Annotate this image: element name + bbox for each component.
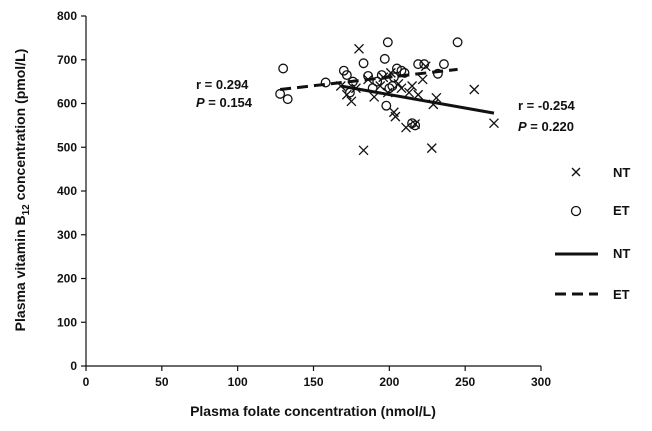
y-axis-ticks: 0 100 200 300 400 500 600 700 800 [57,9,86,373]
point-et-circle [347,76,358,87]
y-tick-label: 600 [57,97,77,111]
point-et-circle [275,88,286,99]
point-et-circle [407,118,418,129]
y-axis-title: Plasma vitamin B12 concentration (pmol/L… [12,49,32,332]
legend: NT ET NT ET [555,165,630,302]
point-nt-x [396,83,407,94]
point-et-circle [384,83,395,94]
point-et-circle [388,72,399,83]
point-nt-x [417,74,428,85]
point-nt-x [489,118,499,129]
point-et-circle [391,63,402,74]
y-tick-label: 800 [57,9,77,23]
x-tick-label: 300 [531,375,551,389]
data-markers [275,37,499,156]
point-nt-x [346,96,357,107]
point-et-circle [344,87,355,98]
point-nt-x [341,89,352,100]
point-et-circle [413,59,424,70]
point-et-circle [363,70,374,81]
point-nt-x [385,67,396,78]
nt-correlation-annotation: r = -0.254 P = 0.220 [518,98,576,134]
point-nt-x [354,43,364,54]
point-et-circle [396,65,407,76]
point-et-circle [372,76,383,87]
point-et-circle [376,70,387,81]
point-nt-x [351,83,361,94]
point-et-circle [282,94,293,105]
y-tick-label: 0 [70,359,77,373]
point-et-circle [320,77,331,88]
point-et-circle [452,37,463,48]
point-nt-x [413,89,424,100]
point-nt-x [369,91,380,102]
point-et-circle [381,100,392,111]
y-axis-title-prefix: Plasma vitamin B [12,215,28,331]
point-et-circle [382,37,393,48]
point-nt-x [401,122,411,133]
y-axis-title-suffix: concentration (pmol/L) [12,49,28,205]
x-tick-label: 50 [155,375,169,389]
point-nt-x [407,81,418,91]
legend-entry-et-marker: ET [570,203,630,218]
x-axis-ticks: 0 50 100 150 200 250 300 [83,366,551,389]
point-et-circle [432,68,443,79]
point-et-circle [341,70,352,81]
point-nt-x [390,111,401,122]
x-tick-label: 200 [379,375,399,389]
point-nt-x [426,143,437,154]
point-et-circle [379,53,390,64]
y-tick-label: 700 [57,53,77,67]
point-nt-x [358,145,369,156]
trendline-nt-solid [340,84,495,115]
point-et-circle [399,67,410,78]
legend-label-nt-line: NT [613,246,630,261]
legend-entry-et-line: ET [555,287,630,302]
point-nt-x [335,81,346,91]
point-nt-x [431,92,442,103]
legend-entry-nt-line: NT [555,246,630,261]
point-et-circle [419,59,430,70]
plot-area [85,16,541,367]
legend-entry-nt-marker: NT [571,165,630,180]
point-nt-x [428,99,439,110]
y-tick-label: 400 [57,184,77,198]
x-tick-label: 0 [83,375,90,389]
point-et-circle [358,58,369,69]
et-correlation-annotation: r = 0.294 P = 0.154 [196,77,253,110]
point-nt-x [404,87,415,98]
nt-r-value: r = -0.254 [518,98,576,113]
point-et-circle [278,63,289,74]
point-et-circle [438,59,449,70]
x-tick-label: 250 [455,375,475,389]
y-tick-label: 100 [57,315,77,329]
point-nt-x [469,84,480,95]
point-nt-x [363,74,374,85]
x-tick-label: 150 [303,375,323,389]
y-tick-label: 200 [57,272,77,286]
legend-label-et-line: ET [613,287,630,302]
point-et-circle [410,120,421,131]
y-tick-label: 500 [57,140,77,154]
nt-p-value: P = 0.220 [518,119,574,134]
y-axis-title-subscript: 12 [21,204,32,216]
y-tick-label: 300 [57,228,77,242]
x-tick-label: 100 [228,375,248,389]
point-et-circle [367,83,378,94]
et-p-value: P = 0.154 [196,95,253,110]
legend-label-et-marker: ET [613,203,630,218]
x-axis-title: Plasma folate concentration (nmol/L) [190,403,436,419]
legend-label-nt-marker: NT [613,165,630,180]
et-r-value: r = 0.294 [196,77,249,92]
